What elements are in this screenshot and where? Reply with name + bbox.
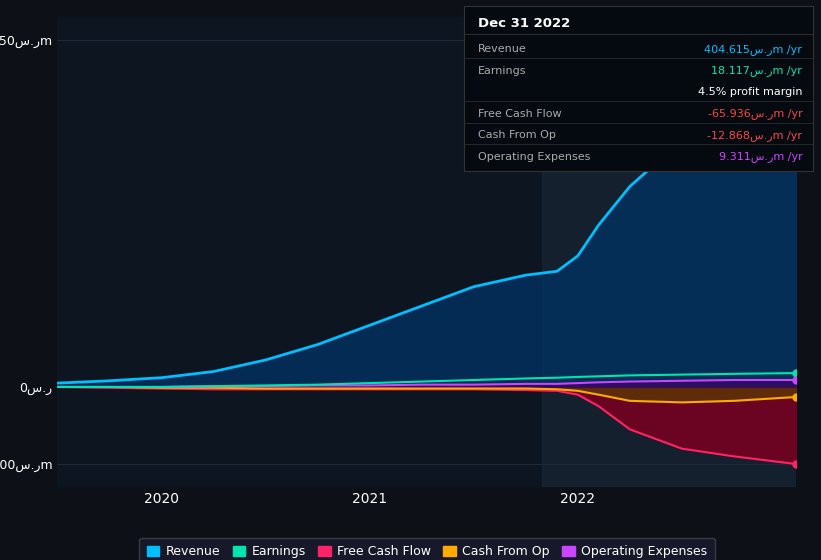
Text: -12.868س.رm /yr: -12.868س.رm /yr	[708, 130, 802, 141]
Bar	[543, 17, 796, 487]
Legend: Revenue, Earnings, Free Cash Flow, Cash From Op, Operating Expenses: Revenue, Earnings, Free Cash Flow, Cash …	[140, 538, 714, 560]
Text: Dec 31 2022: Dec 31 2022	[478, 17, 570, 30]
Text: Revenue: Revenue	[478, 44, 526, 54]
Text: 18.117س.رm /yr: 18.117س.رm /yr	[712, 66, 802, 76]
Text: 404.615س.رm /yr: 404.615س.رm /yr	[704, 44, 802, 55]
Text: -65.936س.رm /yr: -65.936س.رm /yr	[708, 108, 802, 119]
Text: Operating Expenses: Operating Expenses	[478, 152, 590, 162]
Text: Earnings: Earnings	[478, 66, 526, 76]
Text: Free Cash Flow: Free Cash Flow	[478, 109, 562, 119]
Text: Cash From Op: Cash From Op	[478, 130, 556, 141]
Text: 9.311س.رm /yr: 9.311س.رm /yr	[718, 151, 802, 162]
Text: 4.5% profit margin: 4.5% profit margin	[698, 87, 802, 97]
